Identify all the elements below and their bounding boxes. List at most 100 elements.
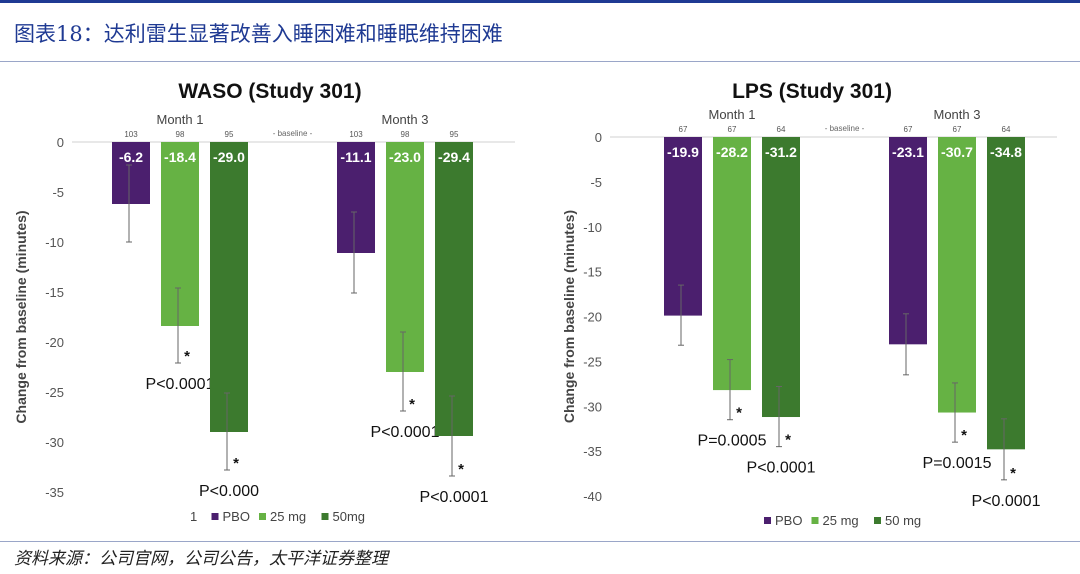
p-value-label: P<0.0001 xyxy=(420,489,489,506)
sample-size-label: 67 xyxy=(904,125,913,134)
legend-swatch xyxy=(811,517,819,524)
bar-value-label: -23.0 xyxy=(389,149,421,165)
significance-star: * xyxy=(1010,465,1016,482)
figure-title: 图表18：达利雷生显著改善入睡困难和睡眠维持困难 xyxy=(14,22,503,46)
legend-swatch xyxy=(259,513,266,520)
y-tick-label: -15 xyxy=(583,265,602,280)
legend-label: PBO xyxy=(775,513,802,528)
title-rule xyxy=(0,61,1080,62)
y-axis-label: Change from baseline (minutes) xyxy=(561,210,577,423)
sample-size-label: 98 xyxy=(176,130,185,139)
p-value-label: P<0.0001 xyxy=(747,460,816,477)
legend-swatch xyxy=(321,513,329,520)
sample-size-label: 95 xyxy=(225,130,234,139)
chart-title: WASO (Study 301) xyxy=(178,80,361,103)
p-value-label: P<0.0001 xyxy=(146,376,215,393)
bar-value-label: -6.2 xyxy=(119,149,143,165)
legend-label: PBO xyxy=(223,509,250,524)
bar xyxy=(161,142,199,326)
bar xyxy=(112,142,150,204)
sample-size-label: 67 xyxy=(728,125,737,134)
significance-star: * xyxy=(409,396,415,413)
bar xyxy=(664,137,702,316)
y-axis-label: Change from baseline (minutes) xyxy=(13,210,29,423)
y-tick-label: -30 xyxy=(45,435,64,450)
group-label: Month 1 xyxy=(157,112,204,127)
legend-label: 1 xyxy=(190,509,197,524)
bottom-rule xyxy=(0,541,1080,542)
bar xyxy=(889,137,927,345)
sample-size-label: 103 xyxy=(124,130,138,139)
y-tick-label: -15 xyxy=(45,285,64,300)
p-value-label: P=0.0015 xyxy=(923,455,992,472)
baseline-label: - baseline - xyxy=(273,129,313,138)
chart-svg: LPS (Study 301) Change from baseline (min… xyxy=(561,80,1057,528)
bar-value-label: -34.8 xyxy=(990,144,1022,160)
sample-size-label: 64 xyxy=(777,125,786,134)
significance-star: * xyxy=(961,427,967,444)
bar-value-label: -18.4 xyxy=(164,149,196,165)
sample-size-label: 95 xyxy=(450,130,459,139)
p-value-label: P=0.0005 xyxy=(698,433,767,450)
waso-chart-panel: WASO (Study 301) Change from baseline (mi… xyxy=(10,66,530,540)
bar xyxy=(938,137,976,413)
y-tick-label: -20 xyxy=(583,310,602,325)
p-value-label: P<0.0001 xyxy=(371,424,440,441)
p-value-label: P<0.000 xyxy=(199,483,259,500)
bar-value-label: -31.2 xyxy=(765,144,797,160)
y-tick-label: -35 xyxy=(45,485,64,500)
baseline-label: - baseline - xyxy=(825,124,865,133)
y-tick-label: -20 xyxy=(45,335,64,350)
sample-size-label: 67 xyxy=(679,125,688,134)
bar xyxy=(210,142,248,432)
group-label: Month 3 xyxy=(382,112,429,127)
sample-size-label: 103 xyxy=(349,130,363,139)
significance-star: * xyxy=(785,432,791,449)
p-value-label: P<0.0001 xyxy=(972,493,1041,510)
bar-value-label: -23.1 xyxy=(892,144,924,160)
sample-size-label: 98 xyxy=(401,130,410,139)
chart-svg: WASO (Study 301) Change from baseline (mi… xyxy=(13,80,515,524)
y-tick-label: -10 xyxy=(45,235,64,250)
bar-value-label: -30.7 xyxy=(941,144,973,160)
bar xyxy=(713,137,751,391)
source-note: 资料来源：公司官网，公司公告，太平洋证券整理 xyxy=(14,549,388,569)
legend-swatch xyxy=(764,517,771,524)
group-label: Month 1 xyxy=(709,107,756,122)
y-tick-label: 0 xyxy=(57,135,64,150)
legend-label: 25 mg xyxy=(270,509,306,524)
group-label: Month 3 xyxy=(934,107,981,122)
chart-title: LPS (Study 301) xyxy=(732,80,892,103)
y-tick-label: -10 xyxy=(583,220,602,235)
bar xyxy=(435,142,473,436)
significance-star: * xyxy=(736,405,742,422)
bar xyxy=(386,142,424,372)
bar-value-label: -29.4 xyxy=(438,149,470,165)
y-tick-label: -30 xyxy=(583,399,602,414)
bar xyxy=(337,142,375,253)
legend-label: 50mg xyxy=(333,509,366,524)
legend-label: 25 mg xyxy=(823,513,859,528)
y-tick-label: -5 xyxy=(52,185,64,200)
y-tick-label: -5 xyxy=(590,175,602,190)
y-tick-label: 0 xyxy=(595,130,602,145)
significance-star: * xyxy=(458,461,464,478)
bar-value-label: -29.0 xyxy=(213,149,245,165)
bar-value-label: -19.9 xyxy=(667,144,699,160)
legend-label: 50 mg xyxy=(885,513,921,528)
y-tick-label: -25 xyxy=(45,385,64,400)
bar xyxy=(762,137,800,418)
bar xyxy=(987,137,1025,450)
y-tick-label: -25 xyxy=(583,354,602,369)
top-rule xyxy=(0,0,1080,3)
legend-swatch xyxy=(211,513,219,520)
sample-size-label: 64 xyxy=(1002,125,1011,134)
bar-value-label: -28.2 xyxy=(716,144,748,160)
significance-star: * xyxy=(184,348,190,365)
y-tick-label: -40 xyxy=(583,489,602,504)
sample-size-label: 67 xyxy=(953,125,962,134)
lps-chart-panel: LPS (Study 301) Change from baseline (min… xyxy=(552,66,1072,540)
significance-star: * xyxy=(233,455,239,472)
bar-value-label: -11.1 xyxy=(340,149,371,165)
y-tick-label: -35 xyxy=(583,444,602,459)
